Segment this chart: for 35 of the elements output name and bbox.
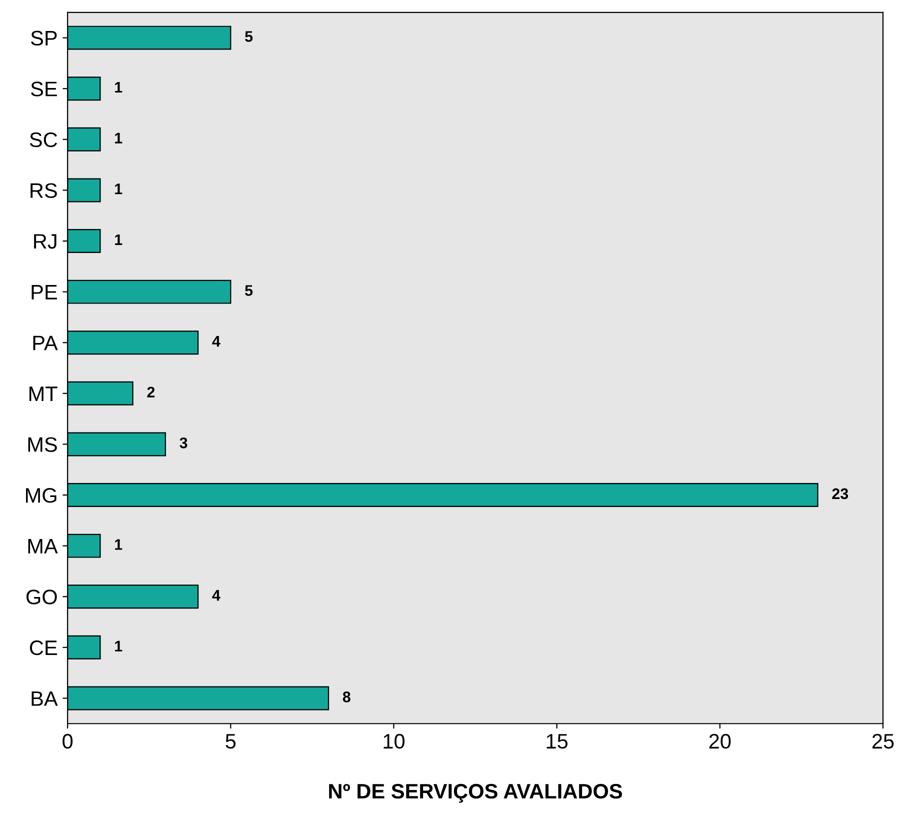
y-tick-label: MG	[26, 488, 56, 503]
y-tick-label: BA	[32, 691, 58, 706]
x-axis-title: Nº DE SERVIÇOS AVALIADOS	[329, 784, 622, 803]
data-label: 5	[245, 285, 253, 296]
y-tick-label: PE	[32, 285, 57, 300]
y-tick-label: RS	[30, 183, 57, 198]
x-tick-label: 15	[546, 734, 568, 749]
data-label: 1	[115, 539, 122, 550]
y-tick-label: SC	[30, 132, 58, 148]
x-tick-label: 10	[384, 734, 405, 749]
data-label: 1	[115, 640, 122, 652]
x-tick-label: 25	[872, 734, 894, 749]
data-label: 1	[115, 82, 122, 93]
data-label: 4	[212, 336, 220, 347]
x-tick-label: 5	[226, 734, 236, 749]
y-tick-label: MT	[29, 386, 58, 401]
y-tick-label: RJ	[34, 234, 56, 249]
data-label: 3	[180, 438, 188, 448]
data-label: 23	[832, 488, 848, 500]
y-tick-label: MS	[28, 437, 57, 452]
data-label: 1	[115, 234, 122, 245]
y-tick-label: SE	[31, 82, 57, 96]
y-tick-label: PA	[33, 336, 58, 350]
data-label: 2	[147, 386, 155, 398]
y-tick-label: MA	[28, 539, 58, 554]
y-tick-label: CE	[30, 640, 57, 656]
data-label: 1	[115, 184, 122, 194]
data-label: 5	[245, 31, 253, 42]
y-tick-label: SP	[31, 30, 57, 46]
data-label: 4	[212, 590, 220, 601]
data-label: 1	[115, 132, 122, 144]
x-tick-label: 20	[709, 734, 731, 749]
data-label: 8	[342, 692, 350, 702]
y-tick-label: GO	[26, 590, 57, 604]
x-tick-label: 0	[62, 734, 73, 749]
